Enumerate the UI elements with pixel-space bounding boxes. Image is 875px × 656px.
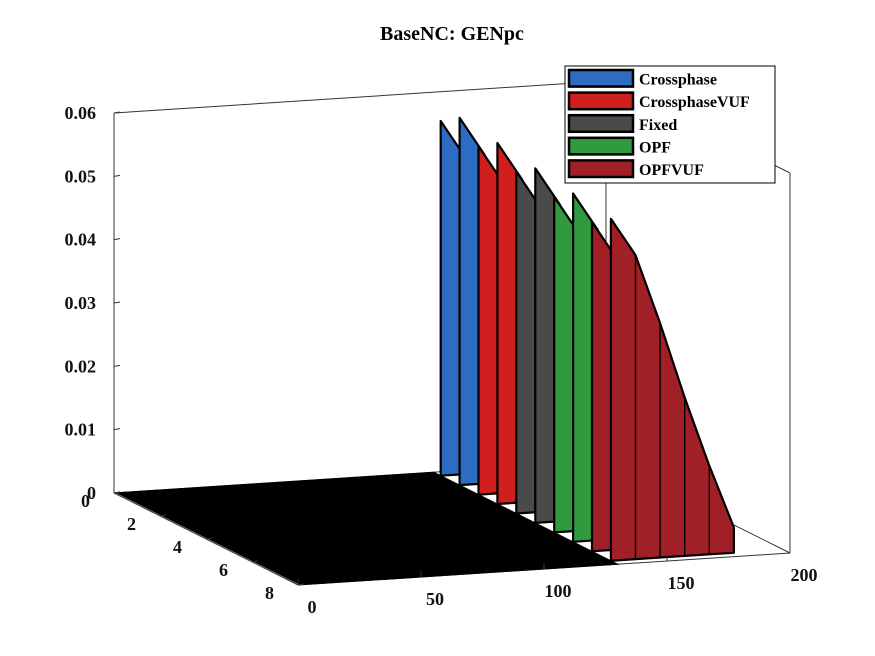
legend-swatch xyxy=(567,91,635,111)
y-tick-mark xyxy=(205,537,213,540)
surface-slice-opfvuf xyxy=(609,217,736,562)
z-tick-label: 0.06 xyxy=(65,103,97,123)
z-axis-ticks: 0 0.01 0.02 0.03 0.04 0.05 0.06 xyxy=(65,103,121,503)
data-surfaces xyxy=(439,116,736,562)
z-tick-mark xyxy=(113,364,121,367)
legend-swatch xyxy=(567,68,635,88)
z-tick-mark xyxy=(113,428,121,431)
z-tick-label: 0.01 xyxy=(65,420,97,440)
chart-title: BaseNC: GENpc xyxy=(380,23,524,45)
legend-label: CrossphaseVUF xyxy=(639,94,750,111)
z-tick-label: 0.05 xyxy=(65,166,97,186)
y-axis-ticks: 0 2 4 6 8 xyxy=(81,491,305,603)
y-tick-mark xyxy=(159,514,167,517)
z-tick-label: 0 xyxy=(87,483,96,503)
x-tick-label: 50 xyxy=(426,589,444,609)
axes-box-edge xyxy=(113,80,607,114)
y-tick-label: 2 xyxy=(127,514,136,534)
y-tick-label: 6 xyxy=(219,560,228,580)
x-tick-label: 0 xyxy=(308,597,317,617)
y-tick-mark xyxy=(297,583,305,586)
x-tick-label: 150 xyxy=(668,573,695,593)
legend-swatch xyxy=(567,113,635,134)
y-tick-label: 8 xyxy=(265,583,274,603)
z-tick-label: 0.04 xyxy=(65,230,97,250)
y-tick-mark xyxy=(113,491,121,494)
floor-plane xyxy=(114,471,620,586)
legend-label: OPF xyxy=(639,139,671,156)
legend-label: Crossphase xyxy=(639,72,717,89)
z-tick-label: 0.03 xyxy=(65,293,97,313)
x-tick-label: 200 xyxy=(791,565,818,585)
x-tick-label: 100 xyxy=(545,581,572,601)
y-tick-mark xyxy=(251,560,259,563)
z-tick-mark xyxy=(113,111,121,114)
z-tick-mark xyxy=(113,301,121,304)
floor-zero-surface xyxy=(114,471,620,586)
z-tick-mark xyxy=(113,174,121,177)
legend: Crossphase CrossphaseVUF Fixed OPF OPFVUF xyxy=(564,65,776,184)
legend-swatch xyxy=(567,136,635,156)
legend-swatch xyxy=(567,159,635,179)
x-axis-ticks: 0 50 100 150 200 xyxy=(297,547,818,617)
legend-label: OPFVUF xyxy=(639,162,704,179)
z-tick-label: 0.02 xyxy=(65,356,97,376)
legend-label: Fixed xyxy=(639,117,677,134)
y-tick-label: 0 xyxy=(81,491,90,511)
y-tick-label: 4 xyxy=(173,537,182,557)
z-tick-mark xyxy=(113,238,121,241)
